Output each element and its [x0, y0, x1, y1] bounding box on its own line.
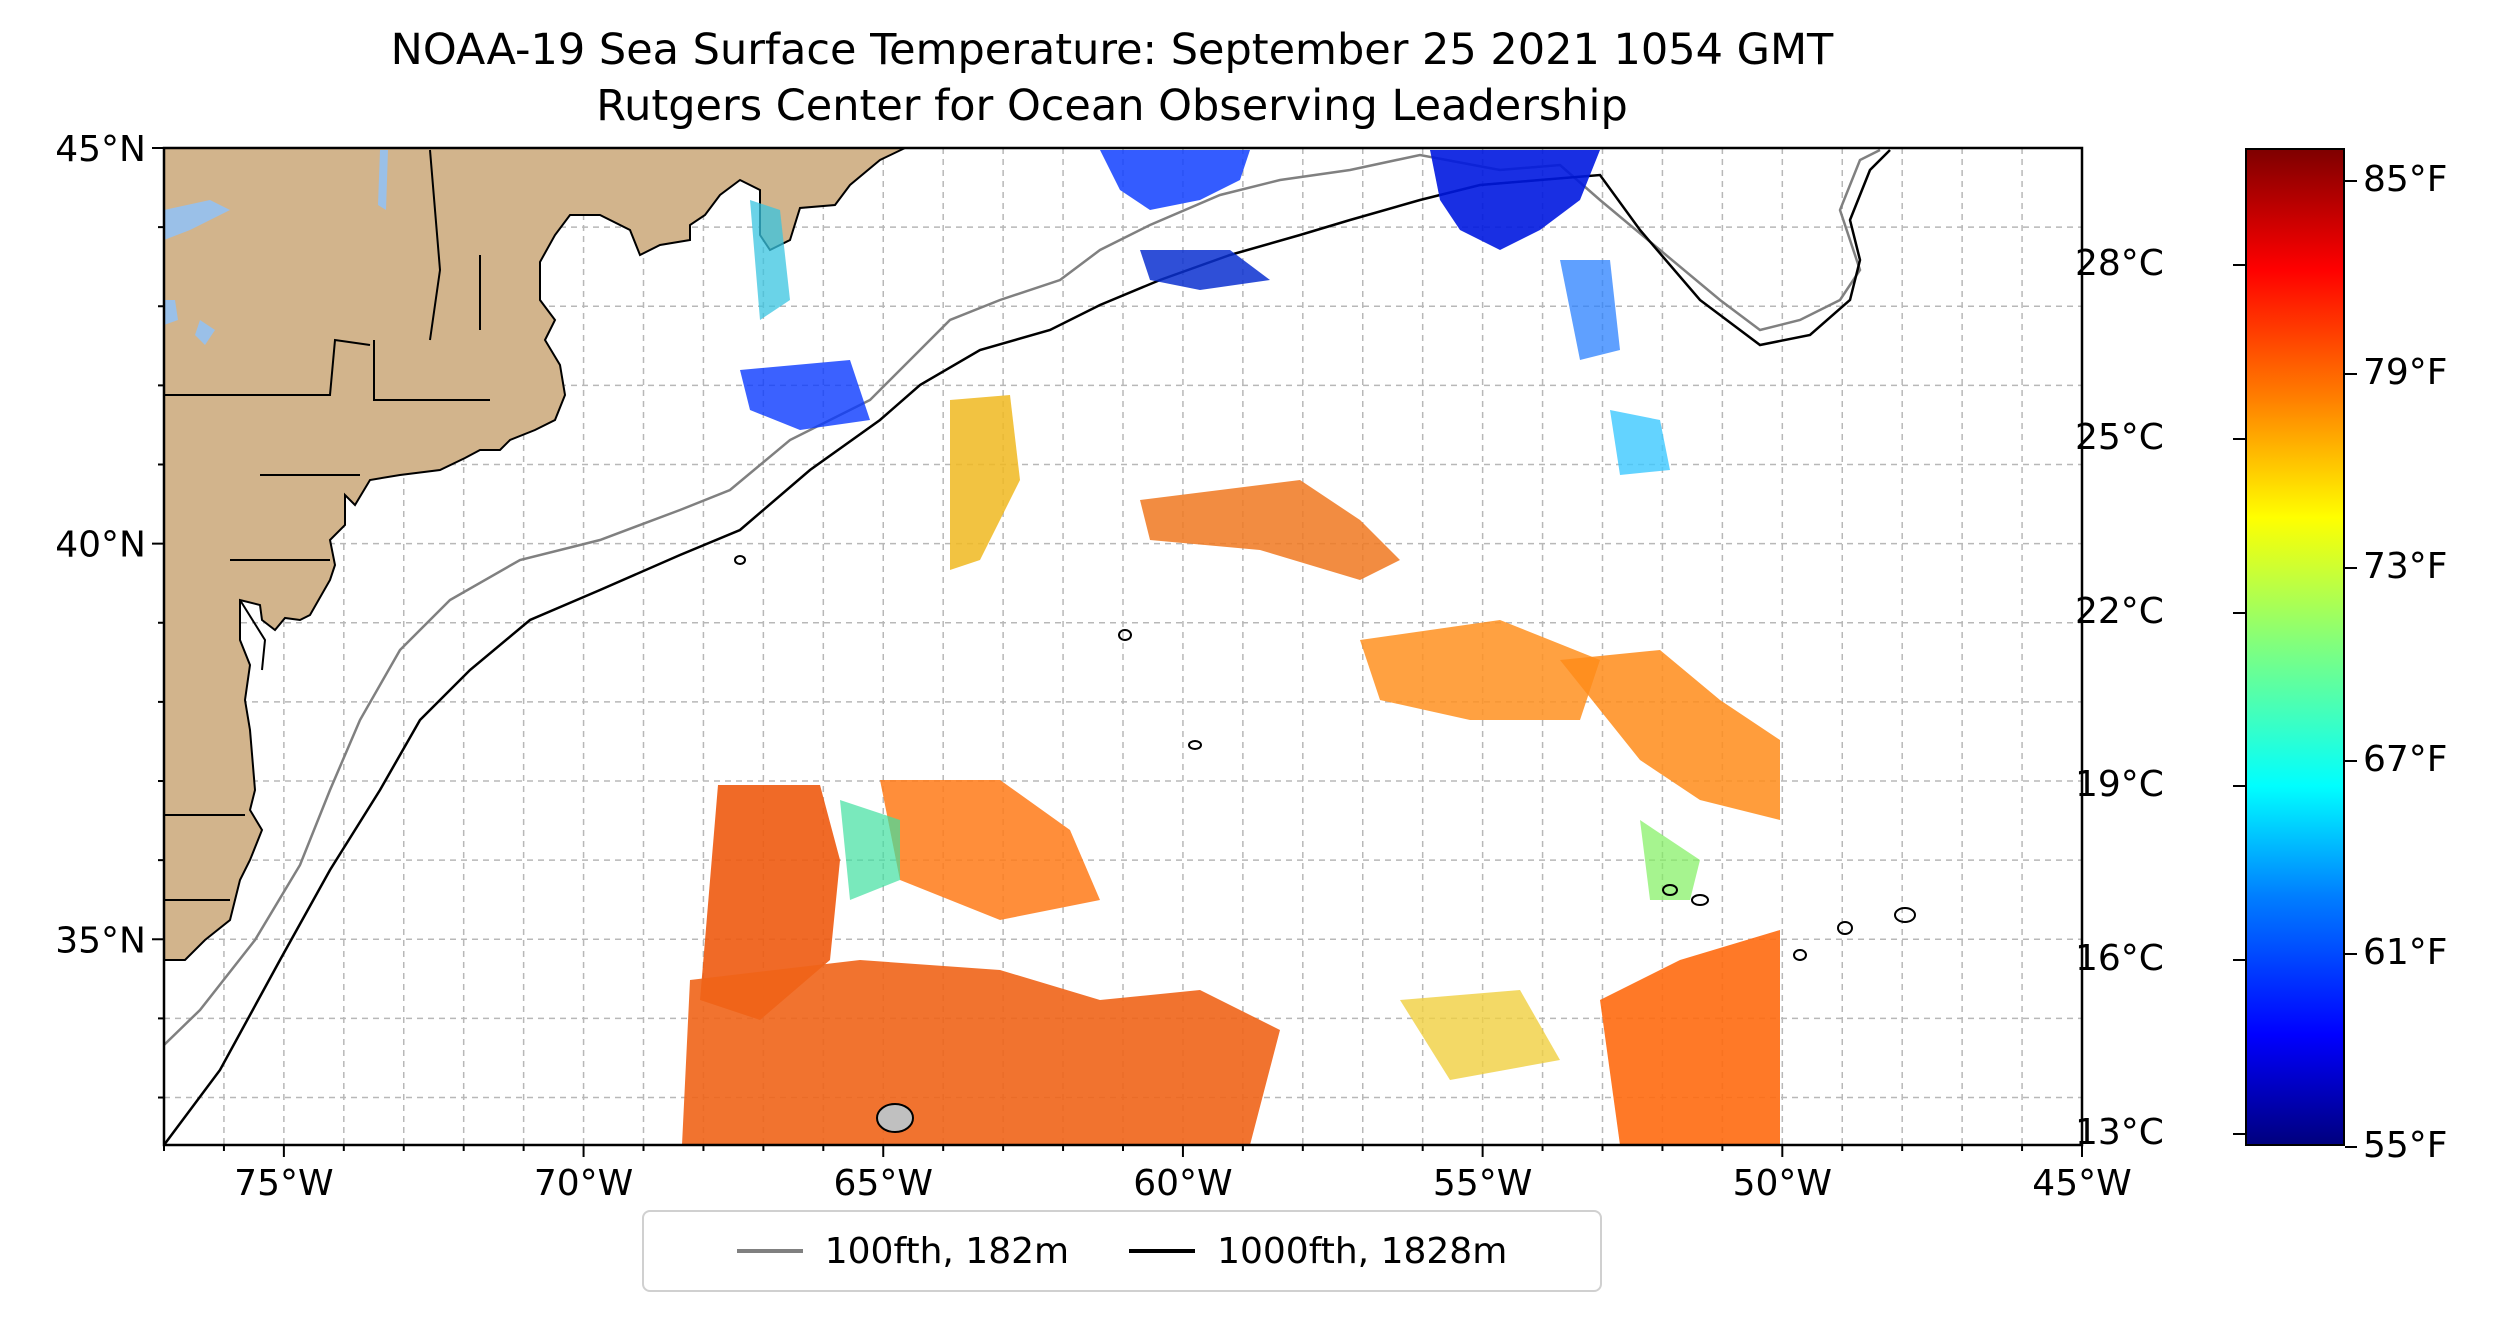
lon-label: 75°W: [234, 1163, 333, 1204]
lakes: [164, 150, 388, 345]
legend-item-1000fth: 1000fth, 1828m: [1129, 1231, 1507, 1272]
celsius-label: 13°C: [2075, 1112, 2164, 1154]
fahrenheit-label: 55°F: [2363, 1125, 2448, 1166]
fahrenheit-label: 79°F: [2363, 352, 2448, 394]
legend-label: 100fth, 182m: [824, 1230, 1070, 1272]
map-plot-area: [164, 148, 2082, 1145]
fahrenheit-label: 67°F: [2363, 738, 2448, 780]
colorbar-tick-f: [2345, 952, 2357, 955]
colorbar-tick-f: [2345, 1146, 2357, 1148]
legend-label: 1000fth, 1828m: [1217, 1230, 1508, 1272]
colorbar-tick-f: [2345, 759, 2357, 762]
lat-label: 45°N: [55, 129, 146, 170]
axis-ticks: [152, 147, 2083, 1157]
colorbar-tick-c: [2233, 437, 2245, 440]
state-borders: [164, 149, 490, 901]
lon-label: 50°W: [1733, 1163, 1832, 1204]
isobath-100fth: [164, 148, 1881, 1046]
colorbar-tick-f: [2345, 373, 2357, 376]
temperature-colorbar: [2245, 148, 2345, 1146]
colorbar-tick-c: [2233, 611, 2245, 614]
celsius-label: 28°C: [2075, 242, 2164, 284]
sst-warm-patches: [682, 395, 1780, 1145]
isobath-1000fth: [164, 149, 1891, 1145]
fahrenheit-label: 73°F: [2363, 545, 2448, 587]
celsius-label: 22°C: [2075, 590, 2164, 632]
isobath-legend: 100fth, 182m 1000fth, 1828m: [642, 1210, 1602, 1292]
lat-label: 40°N: [55, 525, 146, 566]
land-mass: [164, 148, 906, 961]
celsius-label: 16°C: [2075, 938, 2164, 980]
longitude-labels: 75°W 70°W 65°W 60°W 55°W 50°W 45°W: [234, 1163, 2132, 1204]
map-subtitle: Rutgers Center for Ocean Observing Leade…: [596, 81, 1628, 131]
legend-line-gray: [736, 1249, 803, 1253]
lon-label: 65°W: [834, 1163, 933, 1204]
lon-label: 60°W: [1133, 1163, 1232, 1204]
fahrenheit-label: 61°F: [2363, 931, 2448, 973]
colorbar-tick-c: [2233, 785, 2245, 788]
colorbar-tick-f: [2345, 566, 2357, 569]
fahrenheit-label: 85°F: [2363, 159, 2448, 201]
legend-item-100fth: 100fth, 182m: [736, 1230, 1070, 1272]
colorbar-tick-c: [2233, 1133, 2245, 1136]
sst-cold-patches: [740, 150, 1670, 475]
lon-label: 70°W: [534, 1163, 633, 1204]
colorbar-tick-f: [2345, 180, 2357, 183]
map-title: NOAA-19 Sea Surface Temperature: Septemb…: [390, 25, 1834, 75]
colorbar-tick-c: [2233, 959, 2245, 962]
lon-label: 55°W: [1433, 1163, 1532, 1204]
lon-label: 45°W: [2032, 1163, 2131, 1204]
celsius-label: 19°C: [2075, 764, 2164, 806]
seamount-contours: [734, 555, 1916, 1133]
latitude-labels: 45°N 40°N 35°N: [55, 129, 146, 961]
lat-label: 35°N: [55, 920, 146, 961]
legend-line-black: [1129, 1249, 1196, 1253]
colorbar-tick-c: [2233, 263, 2245, 266]
celsius-label: 25°C: [2075, 416, 2164, 458]
